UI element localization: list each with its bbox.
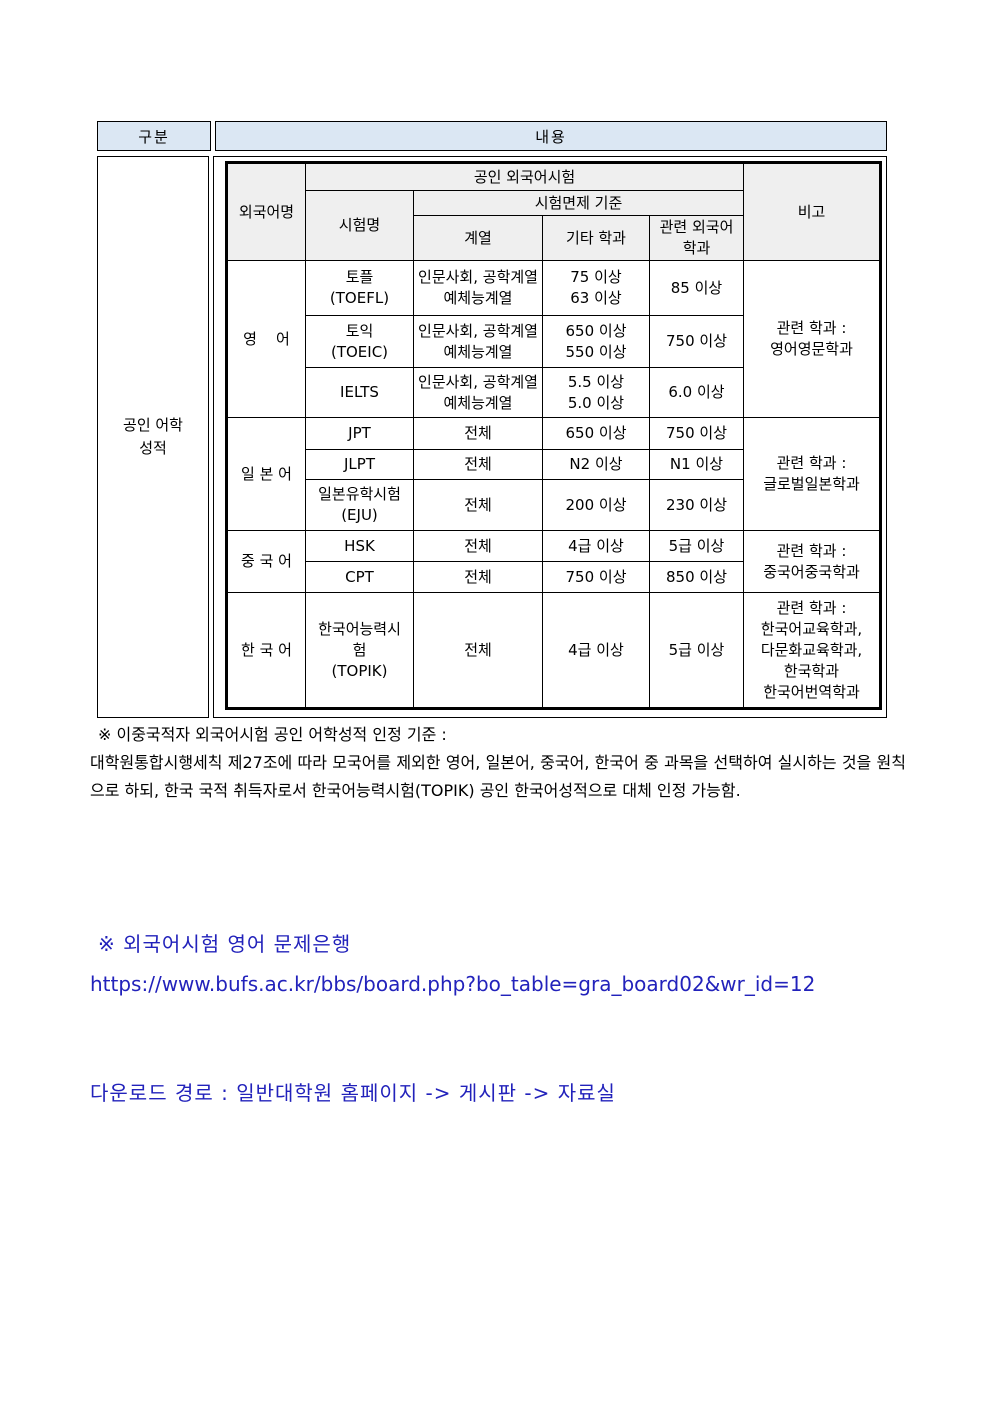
question-bank-heading: ※ 외국어시험 영어 문제은행 — [98, 932, 352, 956]
table-row: 중 국 어 HSK 전체 4급 이상 5급 이상 관련 학과 : 중국어중국학과 — [226, 530, 881, 593]
table-row: IELTS 인문사회, 공학계열 예체능계열 5.5 이상 5.0 이상 6.0… — [227, 367, 881, 418]
cell-note-chinese: 관련 학과 : 중국어중국학과 — [743, 530, 881, 593]
content-cell: 외국어명 공인 외국어시험 비고 시험명 시험면제 기준 계열 기타 학과 관련… — [213, 156, 887, 718]
cell-exam-jlpt: JLPT — [305, 449, 414, 480]
table-row: 일 본 어 JPT 전체 650 이상 750 이상 관련 학과 : 글로벌일본… — [226, 417, 881, 531]
cell-exam-cpt: CPT — [305, 561, 414, 593]
cell-exam-hsk: HSK — [305, 530, 414, 562]
th-other-depts: 기타 학과 — [542, 215, 650, 261]
th-note: 비고 — [743, 162, 881, 261]
cell-category-topik: 전체 — [413, 592, 543, 709]
cell-note-japanese: 관련 학과 : 글로벌일본학과 — [743, 417, 881, 531]
cell-other-topik: 4급 이상 — [542, 592, 650, 709]
cell-category-jlpt: 전체 — [413, 449, 543, 480]
cell-category-jpt: 전체 — [413, 417, 543, 450]
table-row: CPT 전체 750 이상 850 이상 — [227, 561, 881, 593]
cell-related-hsk: 5급 이상 — [649, 530, 744, 562]
language-exam-table: 외국어명 공인 외국어시험 비고 시험명 시험면제 기준 계열 기타 학과 관련… — [225, 161, 882, 710]
table-row: 한 국 어 한국어능력시 험 (TOPIK) 전체 4급 이상 5급 이상 관련… — [226, 592, 881, 709]
cell-category-ielts: 인문사회, 공학계열 예체능계열 — [413, 367, 543, 418]
cell-note-english: 관련 학과 : 영어영문학과 — [743, 260, 881, 418]
cell-related-topik: 5급 이상 — [649, 592, 744, 709]
cell-other-toeic: 650 이상 550 이상 — [542, 315, 650, 368]
table-row: 토익 (TOEIC) 인문사회, 공학계열 예체능계열 650 이상 550 이… — [227, 315, 881, 368]
header-cell-naeyong: 내용 — [215, 121, 887, 151]
cell-language-japanese: 일 본 어 — [226, 417, 306, 531]
cell-related-cpt: 850 이상 — [649, 561, 744, 593]
cell-exam-ielts: IELTS — [305, 367, 414, 418]
cell-category-eju: 전체 — [413, 479, 543, 531]
cell-other-toefl: 75 이상 63 이상 — [542, 260, 650, 316]
header-cell-gubun: 구분 — [97, 121, 211, 151]
cell-exam-toeic: 토익 (TOEIC) — [305, 315, 414, 368]
outer-table: 구분 내용 공인 어학 성적 외국어명 공인 외국어시험 비고 — [97, 121, 887, 718]
cell-category-hsk: 전체 — [413, 530, 543, 562]
cell-exam-jpt: JPT — [305, 417, 414, 450]
cell-category-cpt: 전체 — [413, 561, 543, 593]
cell-category-toeic: 인문사회, 공학계열 예체능계열 — [413, 315, 543, 368]
cell-note-korean: 관련 학과 : 한국어교육학과, 다문화교육학과, 한국학과 한국어번역학과 — [743, 592, 881, 709]
outer-table-header-row: 구분 내용 — [97, 121, 887, 151]
cell-other-cpt: 750 이상 — [542, 561, 650, 593]
table-row: 영 어 토플 (TOEFL) 인문사회, 공학계열 예체능계열 75 이상 63… — [226, 260, 881, 418]
cell-exam-toefl: 토플 (TOEFL) — [305, 260, 414, 316]
cell-language-chinese: 중 국 어 — [226, 530, 306, 593]
footnote-body: 대학원통합시행세칙 제27조에 따라 모국어를 제외한 영어, 일본어, 중국어… — [90, 753, 906, 800]
th-foreign-language: 외국어명 — [226, 162, 306, 261]
cell-related-toefl: 85 이상 — [649, 260, 744, 316]
cell-other-hsk: 4급 이상 — [542, 530, 650, 562]
cell-language-korean: 한 국 어 — [226, 592, 306, 709]
cell-other-ielts: 5.5 이상 5.0 이상 — [542, 367, 650, 418]
cell-exam-topik: 한국어능력시 험 (TOPIK) — [305, 592, 414, 709]
footnote-title: ※ 이중국적자 외국어시험 공인 어학성적 인정 기준 : — [98, 725, 447, 744]
cell-other-jpt: 650 이상 — [542, 417, 650, 450]
th-related-foreign-depts: 관련 외국어 학과 — [649, 215, 744, 261]
cell-related-toeic: 750 이상 — [649, 315, 744, 368]
cell-related-jlpt: N1 이상 — [649, 449, 744, 480]
th-category: 계열 — [413, 215, 543, 261]
row-label-certified-language-score: 공인 어학 성적 — [97, 156, 209, 718]
cell-related-jpt: 750 이상 — [649, 417, 744, 450]
outer-table-body-row: 공인 어학 성적 외국어명 공인 외국어시험 비고 — [97, 156, 887, 718]
cell-other-eju: 200 이상 — [542, 479, 650, 531]
cell-related-ielts: 6.0 이상 — [649, 367, 744, 418]
th-certified-exam: 공인 외국어시험 — [305, 162, 744, 191]
footnote-section: ※ 이중국적자 외국어시험 공인 어학성적 인정 기준 : 대학원통합시행세칙 … — [90, 721, 906, 805]
question-bank-url-link[interactable]: https://www.bufs.ac.kr/bbs/board.php?bo_… — [90, 972, 816, 996]
cell-exam-eju: 일본유학시험 (EJU) — [305, 479, 414, 531]
th-exam-name: 시험명 — [305, 190, 414, 261]
cell-language-english: 영 어 — [226, 260, 306, 418]
table-row: JLPT 전체 N2 이상 N1 이상 — [227, 449, 881, 480]
cell-category-toefl: 인문사회, 공학계열 예체능계열 — [413, 260, 543, 316]
cell-related-eju: 230 이상 — [649, 479, 744, 531]
th-exemption-criteria: 시험면제 기준 — [413, 190, 744, 216]
download-path-text: 다운로드 경로 : 일반대학원 홈페이지 -> 게시판 -> 자료실 — [90, 1081, 616, 1105]
cell-other-jlpt: N2 이상 — [542, 449, 650, 480]
